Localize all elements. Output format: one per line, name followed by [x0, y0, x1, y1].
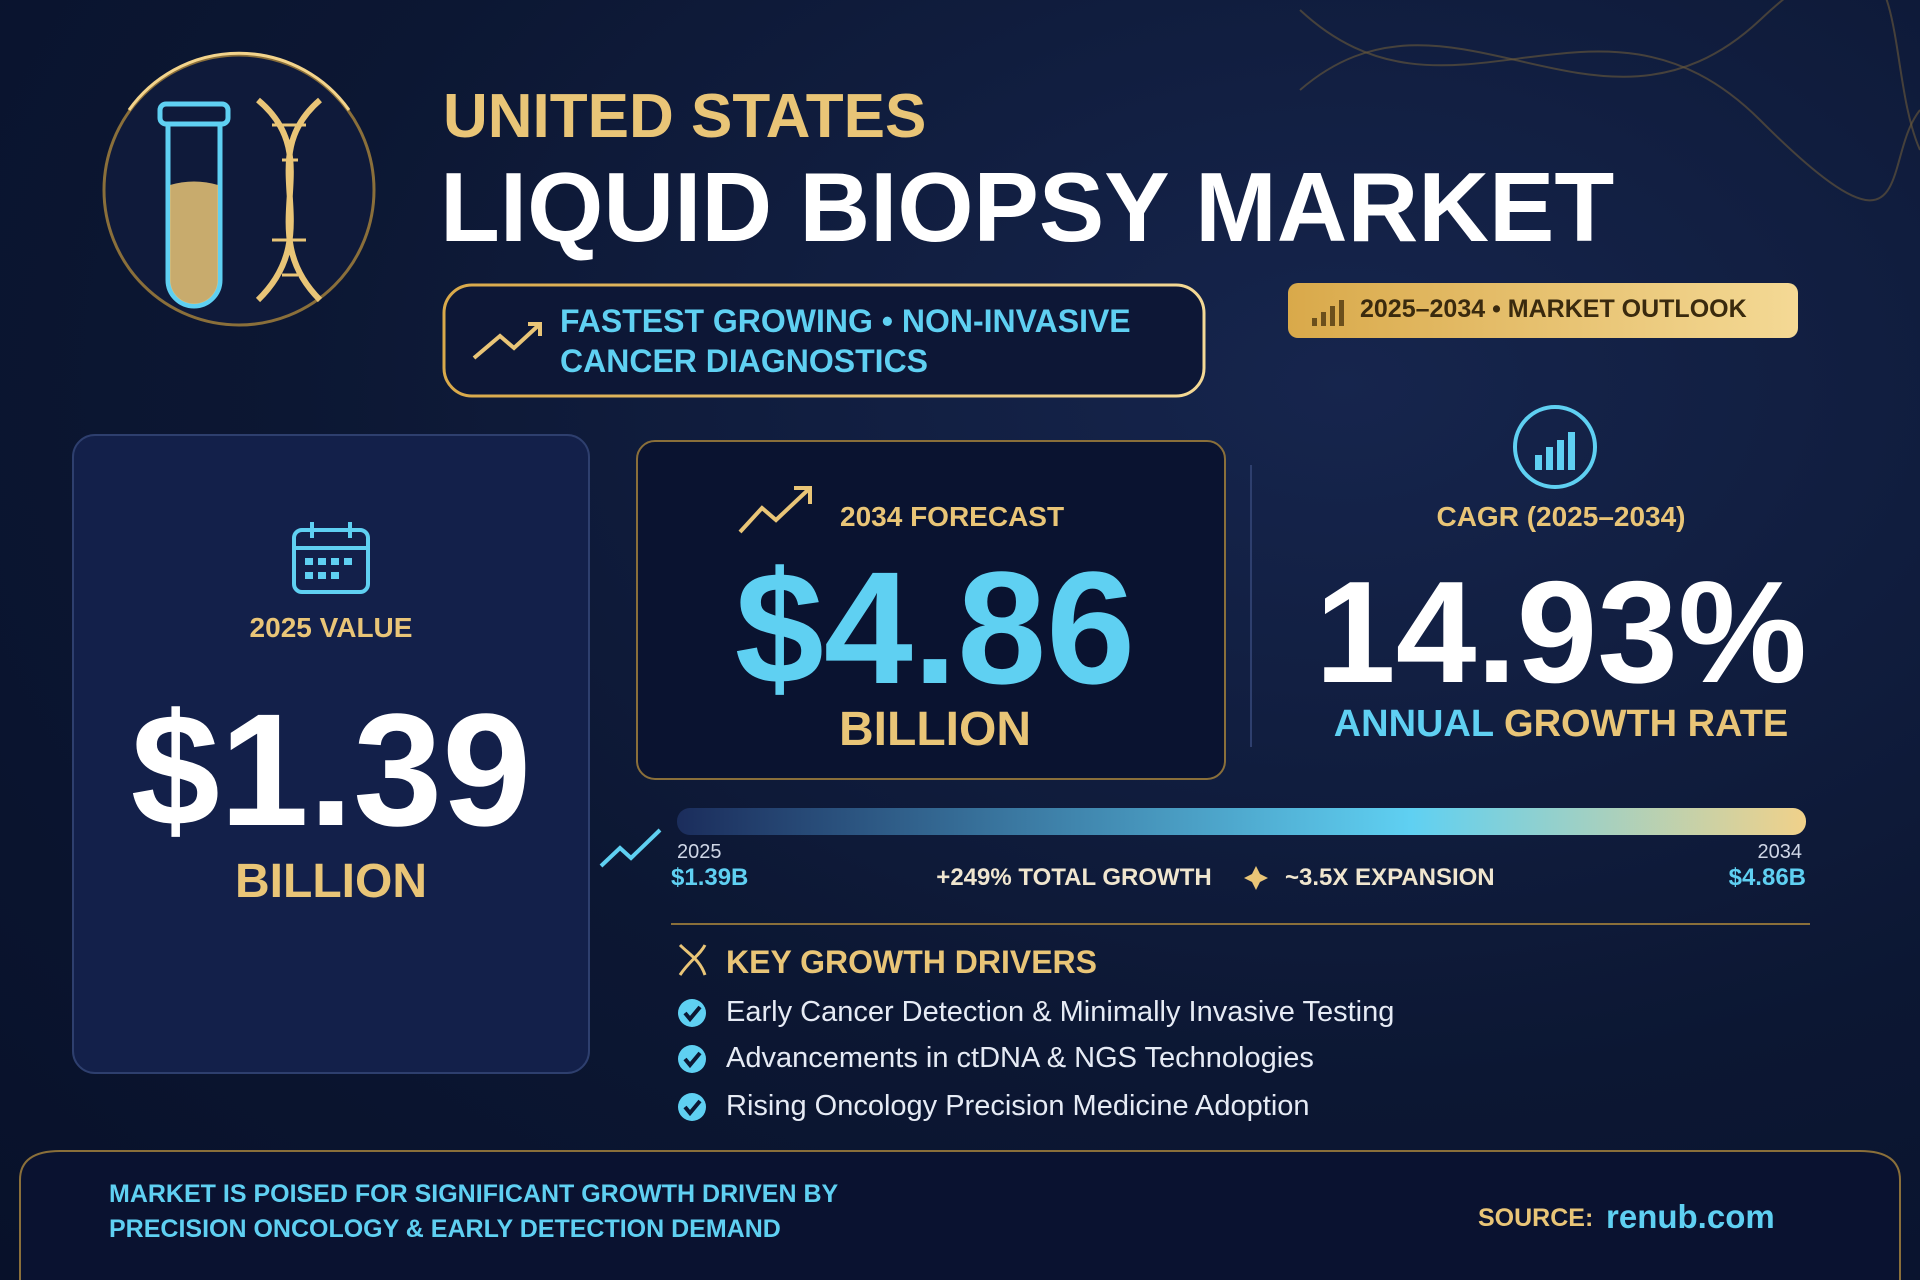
forecast-label: 2034 FORECAST — [840, 501, 1065, 532]
driver-item: Rising Oncology Precision Medicine Adopt… — [726, 1090, 1310, 1122]
tagline-line-2: CANCER DIAGNOSTICS — [560, 343, 929, 379]
cagr-label: CAGR (2025–2034) — [1436, 501, 1686, 532]
value-amount: $1.39 — [130, 680, 532, 859]
value-unit: BILLION — [235, 855, 427, 908]
forecast-unit: BILLION — [839, 703, 1031, 756]
caption-part: ANNUAL — [1333, 703, 1494, 745]
timeline-start-value: $1.39B — [671, 864, 749, 891]
timeline-end-value: $4.86B — [1728, 864, 1806, 891]
driver-item: Advancements in ctDNA & NGS Technologies — [726, 1042, 1314, 1074]
footer-message: PRECISION ONCOLOGY & EARLY DETECTION DEM… — [109, 1215, 781, 1243]
source-label: SOURCE: — [1478, 1204, 1594, 1232]
cagr-caption: ANNUAL GROWTH RATE — [1334, 705, 1789, 743]
outlook-badge: 2025–2034 • MARKET OUTLOOK — [1360, 295, 1747, 323]
caption-part: GROWTH RATE — [1504, 703, 1789, 745]
timeline-growth: +249% TOTAL GROWTH — [936, 864, 1212, 891]
title-line-1: UNITED STATES — [443, 82, 927, 151]
cagr-amount: 14.93% — [1315, 551, 1807, 713]
drivers-title: KEY GROWTH DRIVERS — [726, 944, 1097, 980]
footer-message: MARKET IS POISED FOR SIGNIFICANT GROWTH … — [109, 1180, 839, 1208]
timeline-end-year: 2034 — [1757, 841, 1803, 863]
title-line-2: LIQUID BIOPSY MARKET — [440, 152, 1615, 262]
timeline-expansion: ~3.5X EXPANSION — [1285, 864, 1495, 891]
source: renub.com — [1606, 1198, 1775, 1235]
tagline-line-1: FASTEST GROWING • NON-INVASIVE — [560, 303, 1131, 339]
value-label: 2025 VALUE — [249, 612, 413, 643]
forecast-amount: $4.86 — [734, 538, 1136, 717]
timeline-start-year: 2025 — [677, 841, 722, 863]
driver-item: Early Cancer Detection & Minimally Invas… — [726, 996, 1395, 1028]
